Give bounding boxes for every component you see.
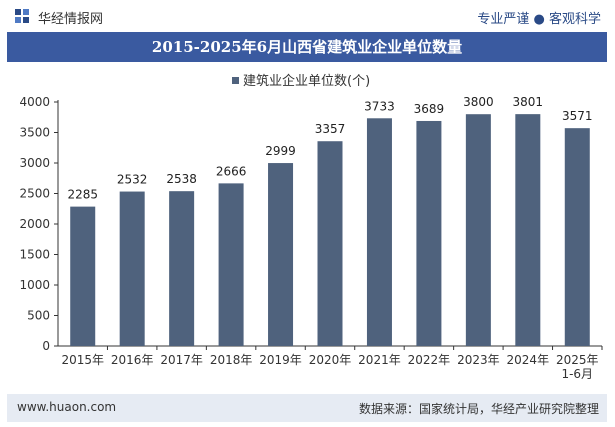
x-tick-label: 1-6月: [561, 367, 593, 381]
x-tick-label: 2022年: [408, 353, 451, 367]
bar: [515, 114, 541, 346]
y-tick-label: 4000: [19, 95, 50, 109]
x-tick-label: 2015年: [61, 353, 104, 367]
y-tick-label: 1000: [19, 278, 50, 292]
plot-frame: [7, 62, 607, 392]
bar: [564, 128, 590, 346]
y-tick-label: 3000: [19, 156, 50, 170]
bar-value-label: 3357: [315, 122, 346, 136]
slogan: 专业严谨 ● 客观科学: [477, 12, 601, 27]
x-tick-label: 2019年: [259, 353, 302, 367]
x-tick-label: 2018年: [210, 353, 253, 367]
y-tick-label: 3500: [19, 126, 50, 140]
bar: [465, 114, 491, 346]
bar: [119, 191, 145, 346]
bar: [218, 183, 244, 346]
bar-value-label: 3571: [562, 109, 593, 123]
bar: [416, 120, 442, 346]
y-tick-label: 2000: [19, 217, 50, 231]
bar: [366, 118, 392, 346]
data-source: 数据来源：国家统计局，华经产业研究院整理: [358, 402, 599, 416]
x-tick-label: 2021年: [358, 353, 401, 367]
bar-value-label: 3800: [463, 95, 494, 109]
y-tick-label: 2500: [19, 187, 50, 201]
bar-value-label: 2999: [265, 144, 296, 158]
bar-value-label: 2538: [166, 172, 197, 186]
x-tick-label: 2023年: [457, 353, 500, 367]
x-tick-label: 2025年: [556, 353, 599, 367]
y-tick-label: 1500: [19, 248, 50, 262]
legend-label: 建筑业企业单位数(个): [243, 73, 370, 89]
x-tick-label: 2020年: [309, 353, 352, 367]
huajing-logo-icon: [15, 9, 29, 23]
bar-value-label: 2666: [216, 164, 247, 178]
bar: [268, 163, 294, 346]
bar-value-label: 3801: [513, 95, 544, 109]
bar: [169, 191, 195, 346]
legend-swatch: [232, 77, 239, 84]
footer: www.huaon.com 数据来源：国家统计局，华经产业研究院整理: [7, 394, 607, 422]
website-link[interactable]: www.huaon.com: [17, 400, 117, 414]
bar-value-label: 3733: [364, 99, 395, 113]
bar: [317, 141, 343, 346]
bar: [70, 206, 96, 346]
x-tick-label: 2016年: [111, 353, 154, 367]
bar-value-label: 2285: [67, 188, 98, 202]
x-tick-label: 2024年: [507, 353, 550, 367]
site-header: 华经情报网 专业严谨 ● 客观科学: [0, 0, 615, 32]
brand-name: 华经情报网: [38, 12, 104, 27]
x-tick-label: 2017年: [160, 353, 203, 367]
bar-value-label: 3689: [414, 102, 445, 116]
y-tick-label: 500: [27, 309, 50, 323]
bar-chart: 建筑业企业单位数(个) 0 500 1000 1500 2000 2500 3000 3500 4…: [19, 73, 603, 381]
y-tick-label: 0: [42, 339, 50, 353]
bar-value-label: 2532: [117, 173, 148, 187]
chart-title: 2015-2025年6月山西省建筑业企业单位数量: [7, 32, 607, 62]
